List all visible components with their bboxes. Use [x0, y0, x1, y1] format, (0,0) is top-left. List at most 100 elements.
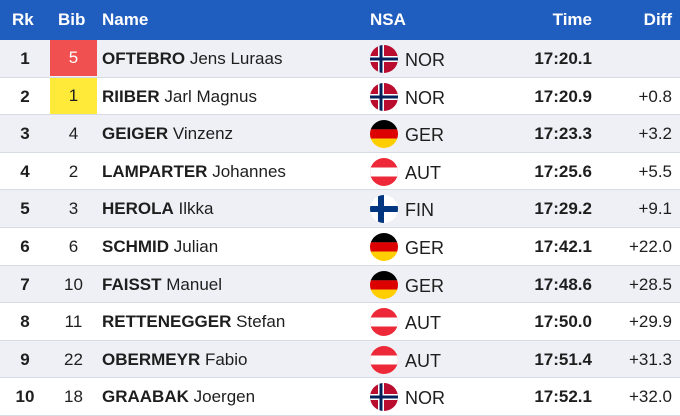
norway-flag-icon	[370, 45, 398, 73]
table-row[interactable]: 2 1 RIIBER Jarl Magnus NOR 17:20.9 +0.8	[0, 77, 680, 116]
table-row[interactable]: 3 4 GEIGER Vinzenz GER 17:23.3 +3.2	[0, 115, 680, 153]
header-nsa[interactable]: NSA	[370, 10, 406, 29]
austria-flag-icon	[370, 308, 398, 337]
time-cell: 17:51.4	[534, 349, 592, 369]
header-diff[interactable]: Diff	[643, 10, 672, 29]
time-cell: 17:20.9	[534, 86, 592, 106]
athlete-last-name: GRAABAK	[102, 387, 189, 407]
diff-cell: +3.2	[638, 124, 672, 144]
time-cell: 17:29.2	[534, 199, 592, 219]
athlete-name[interactable]: HEROLA Ilkka	[102, 199, 213, 219]
athlete-first-name: Fabio	[204, 349, 248, 369]
header-name[interactable]: Name	[102, 10, 149, 29]
rank-cell: 3	[20, 124, 30, 144]
time-cell: 17:52.1	[534, 387, 592, 407]
bib-cell: 10	[64, 274, 83, 294]
time-cell: 17:23.3	[534, 124, 592, 144]
nsa-cell: AUT	[405, 313, 441, 334]
nsa-cell: AUT	[405, 162, 441, 183]
athlete-name[interactable]: LAMPARTER Johannes	[102, 162, 286, 182]
rank-cell: 7	[20, 274, 30, 294]
athlete-first-name: Ilkka	[178, 199, 214, 219]
time-cell: 17:50.0	[534, 312, 592, 332]
rank-cell: 6	[20, 236, 30, 256]
rank-cell: 10	[15, 387, 35, 407]
athlete-name[interactable]: FAISST Manuel	[102, 275, 222, 295]
table-row[interactable]: 9 22 OBERMEYR Fabio AUT 17:51.4 +31.3	[0, 340, 680, 379]
diff-cell: +32.0	[628, 387, 672, 407]
athlete-name[interactable]: RIIBER Jarl Magnus	[102, 87, 257, 107]
nsa-cell: FIN	[405, 200, 434, 221]
rank-cell: 1	[20, 49, 30, 68]
bib-cell: 2	[68, 161, 79, 181]
athlete-last-name: SCHMID	[102, 236, 170, 256]
athlete-name[interactable]: GEIGER Vinzenz	[102, 124, 233, 144]
diff-cell: +31.3	[628, 349, 672, 369]
rank-cell: 4	[20, 161, 30, 181]
athlete-last-name: FAISST	[102, 274, 162, 294]
rank-cell: 8	[20, 312, 30, 332]
nsa-cell: NOR	[405, 388, 445, 409]
athlete-first-name: Johannes	[212, 161, 286, 181]
time-cell: 17:48.6	[534, 274, 592, 294]
germany-flag-icon	[370, 270, 398, 299]
nsa-cell: GER	[405, 275, 445, 296]
austria-flag-icon	[370, 157, 398, 186]
athlete-first-name: Vinzenz	[172, 124, 234, 144]
nsa-cell: NOR	[405, 87, 445, 108]
diff-cell: +5.5	[638, 161, 672, 181]
athlete-last-name: GEIGER	[102, 124, 169, 144]
diff-cell: +0.8	[638, 86, 672, 106]
athlete-last-name: RIIBER	[102, 86, 160, 106]
table-body: 1 5 OFTEBRO Jens Luraas NOR 17:20.1 2 1 RIIBER …	[0, 40, 680, 416]
nsa-cell: GER	[405, 125, 445, 146]
nsa-cell: AUT	[405, 350, 441, 371]
athlete-first-name: Jarl Magnus	[164, 86, 257, 106]
athlete-last-name: RETTENEGGER	[102, 312, 232, 332]
finland-flag-icon	[370, 195, 398, 224]
diff-cell: +29.9	[628, 312, 672, 332]
table-row[interactable]: 5 3 HEROLA Ilkka FIN 17:29.2 +9.1	[0, 190, 680, 228]
austria-flag-icon	[370, 345, 398, 374]
table-row[interactable]: 8 11 RETTENEGGER Stefan AUT 17:50.0 +29.9	[0, 303, 680, 341]
table-row[interactable]: 7 10 FAISST Manuel GER 17:48.6 +28.5	[0, 265, 680, 304]
nsa-cell: NOR	[405, 50, 445, 70]
athlete-first-name: Manuel	[166, 274, 223, 294]
athlete-last-name: OFTEBRO	[102, 49, 186, 68]
athlete-name[interactable]: SCHMID Julian	[102, 237, 218, 257]
diff-cell: +28.5	[628, 274, 672, 294]
table-row[interactable]: 1 5 OFTEBRO Jens Luraas NOR 17:20.1	[0, 40, 680, 78]
norway-flag-icon	[370, 82, 398, 111]
table-row[interactable]: 10 18 GRAABAK Joergen NOR 17:52.1 +32.0	[0, 378, 680, 416]
nsa-cell: GER	[405, 237, 445, 258]
athlete-first-name: Joergen	[193, 387, 256, 407]
header-rk[interactable]: Rk	[12, 10, 34, 29]
header-time[interactable]: Time	[552, 10, 592, 29]
bib-cell: 11	[64, 312, 83, 332]
athlete-name[interactable]: OBERMEYR Fabio	[102, 350, 248, 370]
bib-cell: 22	[64, 349, 83, 369]
athlete-name[interactable]: RETTENEGGER Stefan	[102, 312, 285, 332]
athlete-last-name: OBERMEYR	[102, 349, 201, 369]
diff-cell: +9.1	[638, 199, 672, 219]
athlete-first-name: Stefan	[236, 312, 286, 332]
bib-cell: 4	[68, 124, 79, 144]
rank-cell: 9	[20, 349, 30, 369]
bib-cell: 1	[50, 77, 97, 114]
athlete-first-name: Jens Luraas	[189, 49, 283, 68]
diff-cell: +22.0	[628, 236, 672, 256]
table-row[interactable]: 6 6 SCHMID Julian GER 17:42.1 +22.0	[0, 228, 680, 266]
bib-cell: 5	[50, 40, 97, 76]
table-row[interactable]: 4 2 LAMPARTER Johannes AUT 17:25.6 +5.5	[0, 153, 680, 191]
time-cell: 17:42.1	[534, 236, 592, 256]
athlete-first-name: Julian	[173, 236, 219, 256]
time-cell: 17:20.1	[534, 49, 592, 68]
athlete-last-name: HEROLA	[102, 199, 174, 219]
rank-cell: 2	[20, 86, 30, 106]
rank-cell: 5	[20, 199, 30, 219]
athlete-name[interactable]: OFTEBRO Jens Luraas	[102, 49, 282, 69]
header-bib[interactable]: Bib	[58, 10, 86, 29]
norway-flag-icon	[370, 383, 398, 412]
athlete-name[interactable]: GRAABAK Joergen	[102, 387, 255, 407]
